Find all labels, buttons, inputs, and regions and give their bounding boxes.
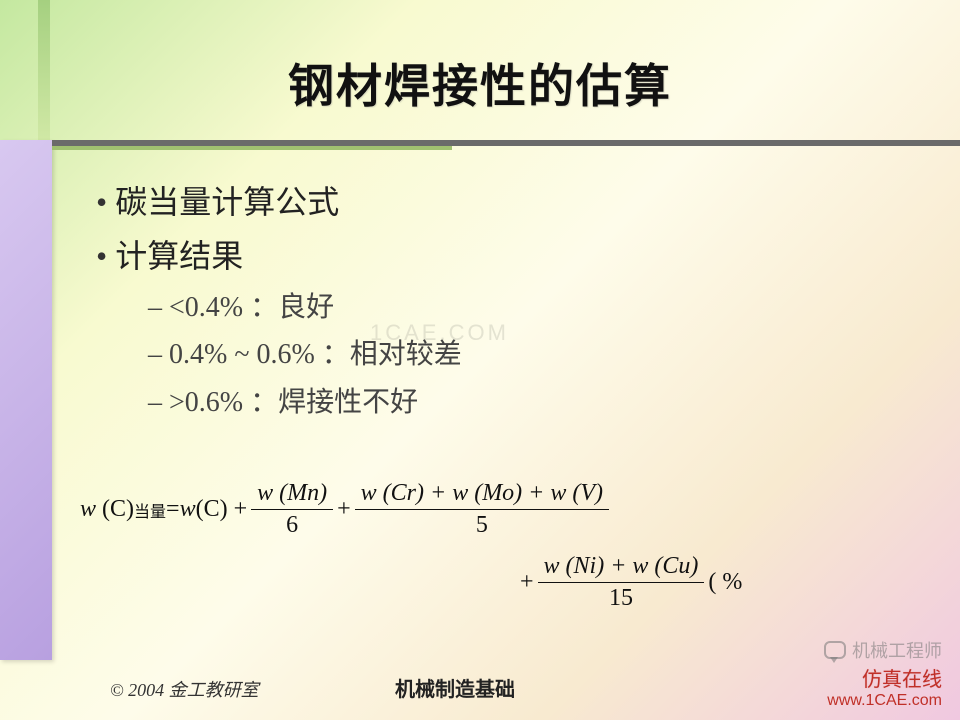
watermark-line-2: 仿真在线 bbox=[824, 663, 942, 692]
fraction-denominator: 6 bbox=[286, 510, 298, 539]
formula-w: w bbox=[80, 496, 96, 523]
formula-w: w bbox=[180, 496, 196, 523]
formula-row-1: w (C) 当量 = w (C) + w (Mn) 6 + w (Cr) + w… bbox=[80, 480, 940, 539]
bullet-level2: <0.4% ：良好 bbox=[148, 284, 910, 332]
watermark-text: 机械工程师 bbox=[852, 637, 942, 663]
formula-fraction: w (Ni) + w (Cu) 15 bbox=[538, 553, 705, 612]
fraction-numerator: w (Cr) + w (Mo) + w (V) bbox=[355, 480, 609, 510]
copyright-text: © 2004 金工教研室 bbox=[110, 676, 259, 702]
decor-left-block bbox=[0, 140, 52, 660]
formula-subscript: 当量 bbox=[134, 498, 166, 522]
bullet-level2: 0.4% ~ 0.6% ：相对较差 bbox=[148, 331, 910, 379]
formula-plus: + bbox=[337, 496, 351, 523]
formula-text: (C) + bbox=[196, 496, 248, 523]
fraction-denominator: 5 bbox=[476, 510, 488, 539]
formula-eq: = bbox=[166, 496, 180, 523]
formula-row-2: + w (Ni) + w (Cu) 15 ( % bbox=[520, 553, 940, 612]
bullet-level1: 碳当量计算公式 bbox=[96, 175, 910, 229]
bullet-level1: 计算结果 bbox=[96, 229, 910, 283]
chat-icon bbox=[824, 641, 846, 659]
footer-title: 机械制造基础 bbox=[395, 673, 515, 702]
fraction-denominator: 15 bbox=[609, 583, 633, 612]
content-area: 碳当量计算公式 计算结果 <0.4% ：良好 0.4% ~ 0.6% ：相对较差… bbox=[90, 175, 910, 427]
formula-C: (C) bbox=[102, 496, 134, 523]
fraction-numerator: w (Mn) bbox=[251, 480, 333, 510]
formula-tail: ( % bbox=[708, 569, 742, 596]
footer: © 2004 金工教研室 机械制造基础 bbox=[0, 674, 960, 702]
formula-plus: + bbox=[520, 569, 534, 596]
bullet-level2: >0.6% ：焊接性不好 bbox=[148, 379, 910, 427]
corner-watermark: 机械工程师 仿真在线 www.1CAE.com bbox=[824, 637, 942, 710]
formula-fraction: w (Mn) 6 bbox=[251, 480, 333, 539]
decor-horizontal-bar-accent bbox=[52, 146, 452, 150]
formula: w (C) 当量 = w (C) + w (Mn) 6 + w (Cr) + w… bbox=[80, 480, 940, 612]
watermark-line-3: www.1CAE.com bbox=[824, 692, 942, 710]
formula-fraction: w (Cr) + w (Mo) + w (V) 5 bbox=[355, 480, 609, 539]
watermark-line-1: 机械工程师 bbox=[824, 637, 942, 663]
slide: 钢材焊接性的估算 1CAE.COM 碳当量计算公式 计算结果 <0.4% ：良好… bbox=[0, 0, 960, 720]
slide-title: 钢材焊接性的估算 bbox=[0, 50, 960, 116]
fraction-numerator: w (Ni) + w (Cu) bbox=[538, 553, 705, 583]
